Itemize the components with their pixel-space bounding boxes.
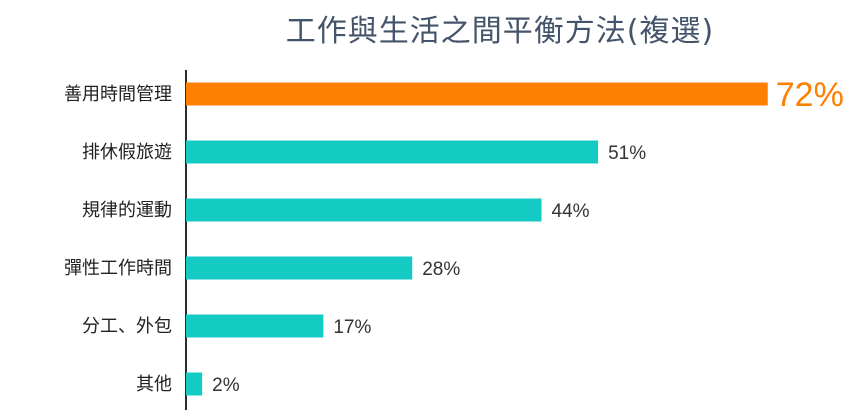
value-label: 72% (776, 76, 844, 114)
bars-group: 善用時間管理 72% 排休假旅遊 51% 規律的運動 44% 彈性工作時間 28% 分工、外包 1… (64, 76, 844, 396)
category-label: 分工、外包 (82, 316, 172, 337)
value-label: 2% (212, 375, 240, 396)
category-label: 彈性工作時間 (64, 258, 172, 279)
bar (186, 82, 768, 106)
category-label: 規律的運動 (82, 200, 172, 221)
category-label: 善用時間管理 (64, 84, 172, 105)
value-label: 28% (422, 259, 460, 280)
bar (186, 372, 203, 396)
chart-title: 工作與生活之間平衡方法(複選) (285, 14, 715, 49)
value-label: 44% (552, 201, 590, 222)
bar (186, 140, 599, 164)
bar (186, 256, 413, 280)
value-label: 17% (333, 317, 371, 338)
bar (186, 314, 324, 338)
category-label: 排休假旅遊 (82, 142, 172, 163)
category-label: 其他 (136, 374, 172, 395)
bar (186, 198, 542, 222)
value-label: 51% (608, 143, 646, 164)
